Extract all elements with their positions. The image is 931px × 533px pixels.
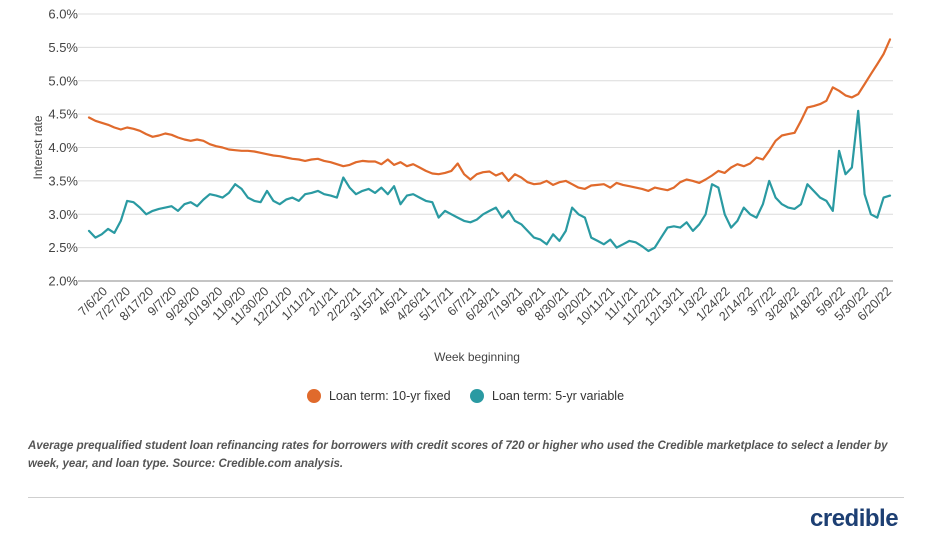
- y-tick-label: 5.0%: [48, 73, 78, 88]
- legend-swatch-fixed: [306, 389, 321, 403]
- y-tick-label: 4.5%: [48, 107, 78, 122]
- y-axis-title: Interest rate: [31, 115, 45, 179]
- y-tick-label: 2.5%: [48, 240, 78, 255]
- y-tick-label: 5.5%: [48, 40, 78, 55]
- line-chart: 6.0% 5.5% 5.0% 4.5% 4.0% 3.5% 3.0% 2.5% 2.0% Inte…: [31, 7, 894, 365]
- legend-label-variable: Loan term: 5-yr variable: [492, 389, 625, 403]
- series-line-0: [87, 38, 892, 192]
- legend-swatch-variable: [470, 389, 485, 403]
- y-tick-label: 3.0%: [48, 207, 78, 222]
- y-tick-label: 2.0%: [48, 274, 78, 289]
- credible-logo: credible: [810, 505, 899, 532]
- legend-label-fixed: Loan term: 10-yr fixed: [328, 389, 451, 403]
- legend-item-fixed: Loan term: 10-yr fixed: [306, 389, 451, 403]
- x-axis-title: Week beginning: [434, 350, 520, 364]
- series-line-1: [87, 109, 892, 253]
- chart-caption: Average prequalified student loan refina…: [28, 440, 888, 470]
- legend: Loan term: 10-yr fixed Loan term: 5-yr v…: [0, 389, 931, 406]
- y-tick-label: 4.0%: [48, 140, 78, 155]
- y-tick-label: 3.5%: [48, 173, 78, 188]
- y-tick-label: 6.0%: [48, 7, 78, 22]
- legend-item-variable: Loan term: 5-yr variable: [470, 389, 624, 403]
- divider: [28, 497, 904, 498]
